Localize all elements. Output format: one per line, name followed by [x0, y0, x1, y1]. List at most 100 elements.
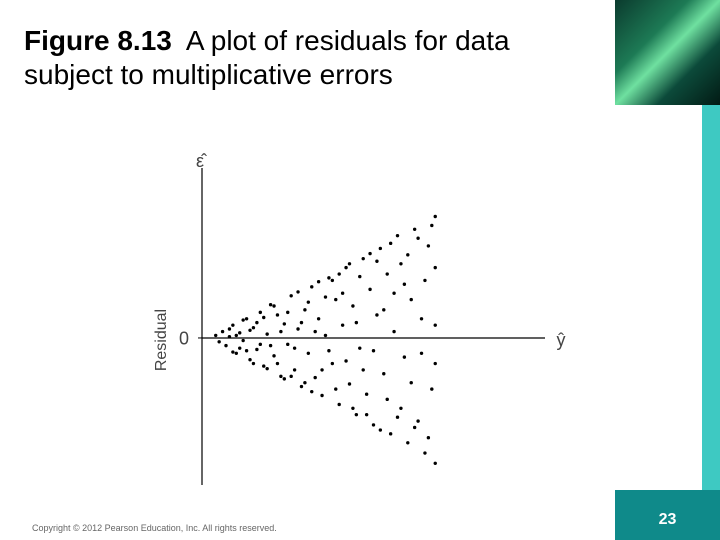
point: [248, 328, 252, 332]
point: [433, 361, 437, 366]
point: [419, 351, 424, 356]
point: [406, 253, 410, 257]
point: [286, 342, 290, 347]
point: [385, 272, 389, 276]
point: [306, 351, 311, 356]
point: [238, 346, 242, 350]
point: [371, 349, 376, 353]
page-number: 23: [615, 490, 720, 540]
point: [416, 419, 420, 423]
point: [358, 274, 362, 279]
point: [416, 236, 420, 240]
point: [340, 291, 345, 295]
point: [419, 317, 424, 321]
decorative-image: [615, 0, 720, 105]
point: [402, 355, 407, 359]
point: [423, 451, 427, 455]
point: [382, 308, 386, 312]
y-symbol: ε̂: [196, 151, 207, 171]
point: [251, 326, 256, 330]
point: [361, 256, 365, 261]
point: [433, 214, 437, 219]
side-strip: [702, 105, 720, 490]
point: [275, 361, 280, 366]
point: [323, 295, 328, 299]
x-symbol: ŷ: [557, 330, 566, 350]
point: [303, 381, 307, 385]
point: [395, 233, 400, 238]
point: [351, 304, 355, 308]
point: [289, 374, 293, 379]
point: [313, 329, 317, 334]
title-text: A plot of residuals for data subject to …: [24, 25, 510, 90]
point: [296, 327, 300, 331]
point: [296, 290, 300, 294]
point: [258, 310, 263, 315]
point: [426, 435, 431, 440]
point: [320, 393, 324, 398]
point: [430, 223, 434, 228]
point: [251, 361, 256, 366]
point: [258, 342, 263, 347]
point: [241, 338, 245, 343]
point: [275, 313, 280, 317]
point: [272, 354, 276, 358]
point: [234, 351, 238, 356]
point: [399, 262, 403, 266]
point: [262, 315, 266, 320]
point: [433, 265, 437, 270]
point: [265, 332, 269, 336]
y-axis-label: Residual: [153, 309, 170, 371]
point: [330, 361, 335, 366]
point: [303, 308, 307, 312]
point: [344, 359, 348, 363]
point: [289, 294, 293, 298]
point: [409, 381, 413, 385]
point: [347, 262, 352, 266]
point: [224, 343, 228, 348]
point: [272, 304, 276, 308]
point: [292, 346, 297, 350]
point: [423, 278, 427, 283]
chart: ε̂ ŷ Residual 0: [153, 151, 566, 485]
point: [244, 349, 249, 353]
point: [334, 297, 338, 302]
point: [334, 387, 338, 391]
point: [364, 412, 369, 417]
point: [262, 364, 266, 368]
point: [282, 322, 287, 326]
point: [255, 320, 259, 325]
point: [375, 259, 379, 263]
point: [354, 412, 359, 417]
point: [313, 375, 317, 380]
point: [388, 241, 393, 246]
point: [238, 331, 242, 335]
point: [351, 406, 355, 410]
point: [368, 251, 372, 256]
point: [371, 423, 376, 427]
point: [392, 329, 396, 334]
point: [299, 384, 304, 389]
point: [412, 425, 417, 430]
point: [234, 333, 238, 338]
point: [392, 291, 396, 295]
point: [265, 366, 269, 371]
point: [310, 389, 314, 394]
point: [323, 333, 328, 338]
point: [320, 368, 324, 372]
point: [255, 347, 259, 352]
point: [402, 282, 407, 286]
point: [361, 368, 365, 372]
point: [316, 317, 321, 321]
point: [409, 297, 413, 302]
point: [306, 300, 311, 304]
point: [375, 313, 379, 317]
point: [430, 387, 434, 391]
point: [327, 349, 331, 353]
point: [378, 246, 383, 251]
point: [358, 346, 362, 350]
point: [388, 432, 393, 436]
point: [330, 278, 335, 283]
point: [395, 415, 400, 419]
